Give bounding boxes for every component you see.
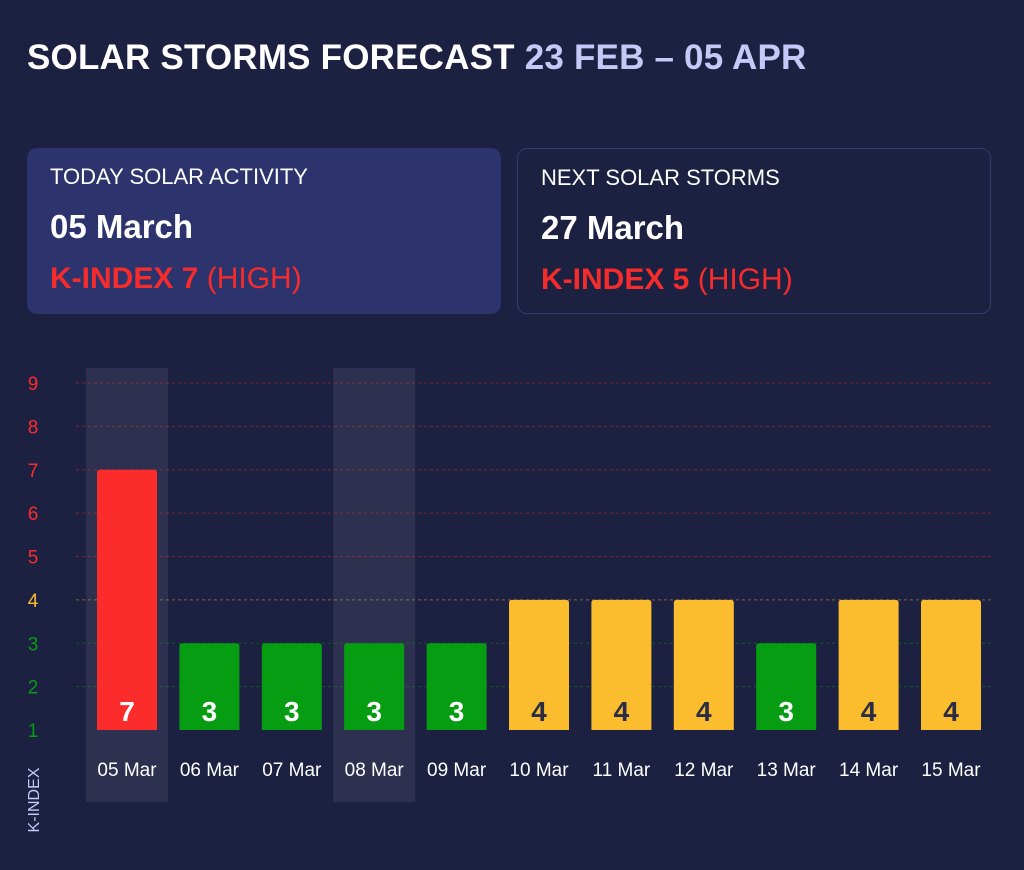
x-tick-label: 07 Mar [262,760,322,781]
bar-value-label: 4 [943,696,959,727]
y-tick-label: 7 [28,461,39,482]
bar-value-label: 4 [614,696,630,727]
x-tick-label: 05 Mar [97,760,157,781]
y-tick-label: 1 [28,721,39,742]
today-kindex-level: (HIGH) [206,262,302,295]
next-kindex-level: (HIGH) [697,263,793,296]
x-tick-label: 14 Mar [839,760,899,781]
x-tick-label: 09 Mar [427,760,487,781]
next-card-label: NEXT SOLAR STORMS [541,165,780,190]
x-tick-label: 13 Mar [757,760,817,781]
today-activity-card[interactable]: TODAY SOLAR ACTIVITY 05 March K-INDEX 7 … [27,148,501,314]
x-tick-label: 15 Mar [921,760,981,781]
bar-value-label: 3 [778,696,794,727]
today-kindex-value: K-INDEX 7 [50,262,199,295]
bar[interactable] [344,643,405,730]
x-tick-label: 12 Mar [674,760,734,781]
y-tick-label: 6 [28,504,39,525]
next-storms-card[interactable]: NEXT SOLAR STORMS 27 March K-INDEX 5 (HI… [517,148,991,314]
today-date: 05 March [50,208,194,245]
bar[interactable] [756,643,817,730]
y-axis-title: K-INDEX [26,767,43,832]
bar-value-label: 3 [202,696,218,727]
bar-value-label: 3 [284,696,300,727]
x-tick-label: 06 Mar [180,760,240,781]
date-range: 23 FEB – 05 APR [524,38,807,77]
bar[interactable] [97,469,157,730]
page-title: SOLAR STORMS FORECAST 23 FEB – 05 APR [27,38,807,78]
bar[interactable] [426,643,487,730]
bar-value-label: 3 [449,696,465,727]
bar[interactable] [838,599,899,730]
y-tick-label: 2 [28,678,39,699]
x-tick-label: 11 Mar [593,760,651,781]
bar-value-label: 4 [531,696,547,727]
next-date: 27 March [541,209,685,246]
bar-value-label: 7 [119,696,135,727]
bar-value-label: 4 [696,696,712,727]
bar[interactable] [509,599,569,730]
next-kindex: K-INDEX 5 (HIGH) [541,263,793,297]
bar[interactable] [179,643,240,730]
title-text: SOLAR STORMS FORECAST [27,38,515,77]
bar[interactable] [921,599,981,730]
y-tick-label: 5 [28,548,39,569]
y-tick-label: 9 [28,374,39,395]
x-tick-label: 08 Mar [345,760,405,781]
bar-value-label: 3 [366,696,382,727]
next-kindex-value: K-INDEX 5 [541,263,690,296]
bar[interactable] [261,643,322,730]
y-tick-label: 4 [28,591,39,612]
x-tick-label: 10 Mar [509,760,569,781]
bar[interactable] [673,599,734,730]
y-tick-label: 3 [28,634,39,655]
today-kindex: K-INDEX 7 (HIGH) [50,262,302,296]
highlight-band [333,368,416,802]
bar[interactable] [591,599,652,730]
y-tick-label: 8 [28,417,39,438]
bar-value-label: 4 [861,696,877,727]
today-card-label: TODAY SOLAR ACTIVITY [50,164,308,189]
